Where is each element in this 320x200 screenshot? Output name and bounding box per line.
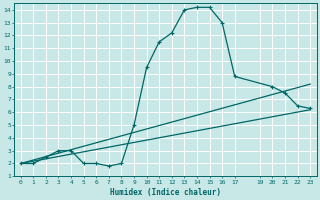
- X-axis label: Humidex (Indice chaleur): Humidex (Indice chaleur): [110, 188, 221, 197]
